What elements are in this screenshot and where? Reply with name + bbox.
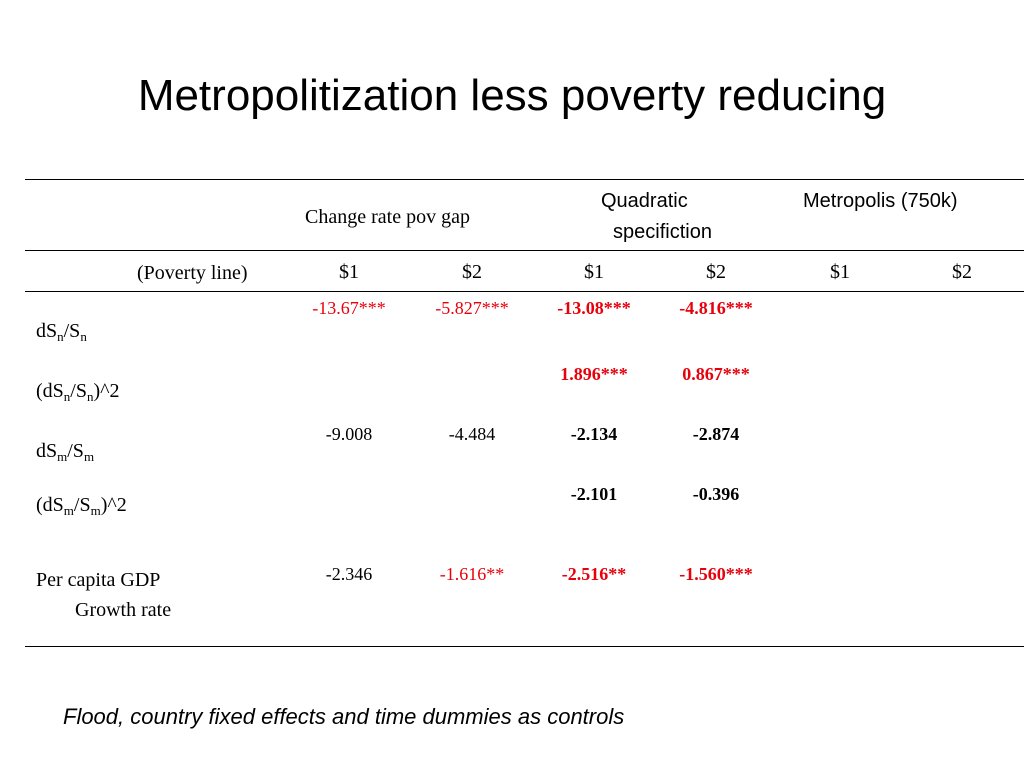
table-cell: 1.896***	[560, 364, 628, 384]
table-cell: 0.867***	[682, 364, 750, 384]
header-quadratic-line1: Quadratic	[601, 190, 688, 212]
table-cell: -1.616**	[439, 564, 505, 584]
header-col-6: $2	[952, 261, 972, 283]
header-col-4: $2	[706, 261, 726, 283]
table-bottom-rule	[25, 646, 1024, 647]
header-col-5: $1	[830, 261, 850, 283]
header-quadratic-line2: specifiction	[613, 221, 712, 243]
table-cell: -5.827***	[435, 298, 509, 318]
row-label-dsn-sn: dSn/Sn	[36, 320, 87, 344]
header-metropolis: Metropolis (750k)	[803, 190, 958, 212]
header-bottom-rule	[25, 291, 1024, 292]
table-cell: -4.816***	[679, 298, 753, 318]
table-cell: -2.346	[325, 564, 373, 584]
slide-title: Metropolitization less poverty reducing	[137, 71, 887, 120]
table-cell: -4.484	[448, 424, 496, 444]
table-cell: -0.396	[692, 484, 740, 504]
footnote: Flood, country fixed effects and time du…	[63, 704, 625, 729]
table-top-rule	[25, 179, 1024, 180]
table-cell: -2.101	[570, 484, 618, 504]
header-divider-rule	[25, 250, 1024, 251]
header-col-2: $2	[462, 261, 482, 283]
table-cell: -9.008	[325, 424, 373, 444]
header-col-3: $1	[584, 261, 604, 283]
row-label-gdp-line2: Growth rate	[75, 599, 172, 621]
table-cell: -2.874	[692, 424, 740, 444]
header-poverty-line-label: (Poverty line)	[137, 262, 248, 284]
row-label-gdp-line1: Per capita GDP	[36, 569, 161, 591]
header-change-rate-pov-gap: Change rate pov gap	[305, 206, 470, 228]
row-label-dsm-sm-squared: (dSm/Sm)^2	[36, 494, 127, 518]
table-cell: -2.134	[570, 424, 618, 444]
table-cell: -1.560***	[679, 564, 753, 584]
row-label-dsn-sn-squared: (dSn/Sn)^2	[36, 380, 120, 404]
row-label-dsm-sm: dSm/Sm	[36, 440, 95, 464]
header-col-1: $1	[339, 261, 359, 283]
table-cell: -13.08***	[557, 298, 631, 318]
table-cell: -13.67***	[312, 298, 386, 318]
table-cell: -2.516**	[561, 564, 627, 584]
